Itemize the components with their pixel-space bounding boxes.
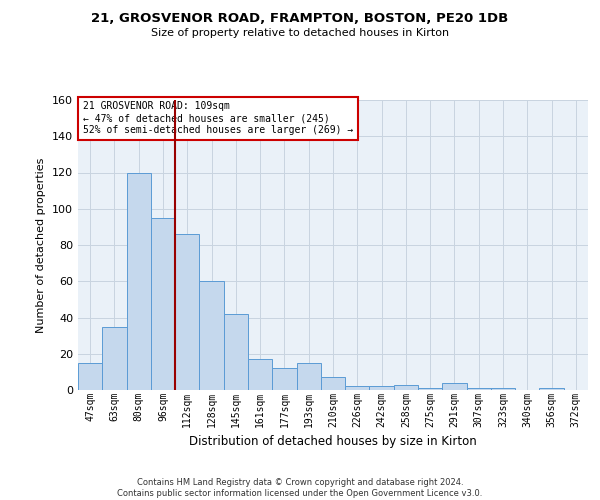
Text: Size of property relative to detached houses in Kirton: Size of property relative to detached ho…: [151, 28, 449, 38]
Bar: [151, 218, 175, 390]
Bar: [272, 368, 296, 390]
Bar: [248, 359, 272, 390]
Text: Contains HM Land Registry data © Crown copyright and database right 2024.
Contai: Contains HM Land Registry data © Crown c…: [118, 478, 482, 498]
Bar: [296, 363, 321, 390]
Bar: [370, 386, 394, 390]
Text: 21, GROSVENOR ROAD, FRAMPTON, BOSTON, PE20 1DB: 21, GROSVENOR ROAD, FRAMPTON, BOSTON, PE…: [91, 12, 509, 26]
Text: 21 GROSVENOR ROAD: 109sqm
← 47% of detached houses are smaller (245)
52% of semi: 21 GROSVENOR ROAD: 109sqm ← 47% of detac…: [83, 102, 353, 134]
Bar: [418, 388, 442, 390]
Bar: [345, 386, 370, 390]
Bar: [491, 388, 515, 390]
Bar: [199, 281, 224, 390]
Bar: [224, 314, 248, 390]
Y-axis label: Number of detached properties: Number of detached properties: [37, 158, 46, 332]
Bar: [175, 234, 199, 390]
Bar: [539, 388, 564, 390]
Bar: [394, 384, 418, 390]
Bar: [467, 388, 491, 390]
Bar: [127, 172, 151, 390]
Bar: [321, 378, 345, 390]
X-axis label: Distribution of detached houses by size in Kirton: Distribution of detached houses by size …: [189, 435, 477, 448]
Bar: [442, 383, 467, 390]
Bar: [102, 326, 127, 390]
Bar: [78, 363, 102, 390]
